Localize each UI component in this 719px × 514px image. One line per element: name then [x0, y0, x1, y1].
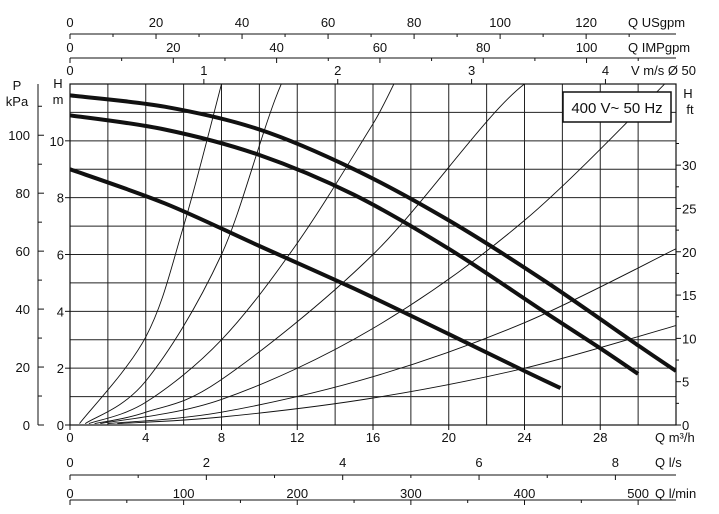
velocity-axis-tick-label: 4 — [602, 63, 609, 78]
feet-axis-tick-label: 25 — [682, 201, 696, 216]
lmin-axis-tick-label: 500 — [627, 486, 649, 501]
head-axis-tick-label: 4 — [57, 304, 64, 319]
ls-axis-tick-label: 4 — [339, 455, 346, 470]
usgpm-axis-unit-label: Q USgpm — [628, 15, 685, 30]
flow-axis-tick-label: 20 — [442, 430, 456, 445]
head-axis-tick-label: 6 — [57, 248, 64, 263]
feet-axis-tick-label: 15 — [682, 288, 696, 303]
system-curve — [84, 84, 373, 424]
velocity-axis-tick-label: 2 — [334, 63, 341, 78]
feet-axis-tick-label: 10 — [682, 331, 696, 346]
usgpm-axis-tick-label: 80 — [407, 15, 421, 30]
impgpm-axis-tick-label: 80 — [476, 40, 490, 55]
voltage-badge: 400 V~ 50 Hz — [562, 91, 672, 123]
ls-axis-tick-label: 0 — [66, 455, 73, 470]
pressure-axis-tick-label: 100 — [8, 128, 30, 143]
lmin-axis-tick-label: 300 — [400, 486, 422, 501]
impgpm-axis-tick-label: 0 — [66, 40, 73, 55]
flow-axis-tick-label: 24 — [517, 430, 531, 445]
flow-axis-tick-label: 28 — [593, 430, 607, 445]
system-curve — [100, 84, 666, 425]
feet-axis-tick-label: 5 — [682, 375, 689, 390]
usgpm-axis-tick-label: 60 — [321, 15, 335, 30]
flow-axis-tick-label: 12 — [290, 430, 304, 445]
system-curves — [79, 84, 676, 425]
pump-curve — [70, 167, 562, 390]
system-curve — [79, 84, 222, 424]
pressure-axis-tick-label: 20 — [16, 360, 30, 375]
velocity-axis-unit-label: V m/s Ø 50 — [631, 63, 696, 78]
flow-axis-unit-label: Q m³/h — [655, 430, 695, 445]
flow-axis-tick-label: 0 — [66, 430, 73, 445]
lmin-axis-tick-label: 200 — [286, 486, 308, 501]
pressure-axis-tick-label: 80 — [16, 186, 30, 201]
flow-axis-tick-label: 8 — [218, 430, 225, 445]
system-curve — [117, 325, 676, 425]
pressure-axis-unit-label: kPa — [6, 94, 29, 109]
impgpm-axis-tick-label: 60 — [373, 40, 387, 55]
lmin-axis-unit-label: Q l/min — [655, 486, 696, 501]
head-axis-tick-label: 10 — [50, 134, 64, 149]
impgpm-axis-unit-label: Q IMPgpm — [628, 40, 690, 55]
feet-axis-tick-label: 30 — [682, 158, 696, 173]
head-axis-tick-label: 2 — [57, 361, 64, 376]
system-curve — [88, 84, 525, 425]
usgpm-axis-tick-label: 120 — [575, 15, 597, 30]
impgpm-axis-tick-label: 100 — [576, 40, 598, 55]
flow-axis-tick-label: 16 — [366, 430, 380, 445]
feet-axis-tick-label: 0 — [682, 418, 689, 433]
grid-lines — [70, 84, 676, 425]
velocity-axis-tick-label: 3 — [468, 63, 475, 78]
pump-curve — [70, 113, 640, 376]
impgpm-axis-tick-label: 40 — [269, 40, 283, 55]
flow-axis-tick-label: 4 — [142, 430, 149, 445]
velocity-axis-tick-label: 0 — [66, 63, 73, 78]
ls-axis-tick-label: 2 — [203, 455, 210, 470]
ls-axis-tick-label: 6 — [475, 455, 482, 470]
lmin-axis-tick-label: 100 — [173, 486, 195, 501]
usgpm-axis-tick-label: 40 — [235, 15, 249, 30]
voltage-badge-text: 400 V~ 50 Hz — [571, 100, 662, 117]
head-axis-tick-label: 8 — [57, 191, 64, 206]
pump-curve — [70, 93, 676, 373]
lmin-axis-tick-label: 400 — [514, 486, 536, 501]
voltage-badge-frame — [562, 91, 672, 123]
ls-axis-unit-label: Q l/s — [655, 455, 682, 470]
impgpm-axis-tick-label: 20 — [166, 40, 180, 55]
feet-axis-unit-label: ft — [686, 102, 694, 117]
pressure-axis-tick-label: 0 — [23, 418, 30, 433]
usgpm-axis-tick-label: 20 — [149, 15, 163, 30]
pressure-axis-unit-label: P — [13, 78, 22, 93]
pressure-axis-tick-label: 60 — [16, 244, 30, 259]
pressure-axis-tick-label: 40 — [16, 302, 30, 317]
ls-axis-tick-label: 8 — [612, 455, 619, 470]
head-axis-tick-label: 0 — [57, 418, 64, 433]
usgpm-axis-tick-label: 0 — [66, 15, 73, 30]
head-axis-unit-label: m — [53, 92, 64, 107]
velocity-axis-tick-label: 1 — [200, 63, 207, 78]
system-curve — [94, 84, 601, 425]
lmin-axis-tick-label: 0 — [66, 486, 73, 501]
feet-axis-tick-label: 20 — [682, 245, 696, 260]
usgpm-axis-tick-label: 100 — [489, 15, 511, 30]
head-axis-unit-label: H — [53, 76, 62, 91]
feet-axis-unit-label: H — [683, 86, 692, 101]
pump-curves — [70, 93, 676, 390]
system-curve — [107, 248, 676, 425]
